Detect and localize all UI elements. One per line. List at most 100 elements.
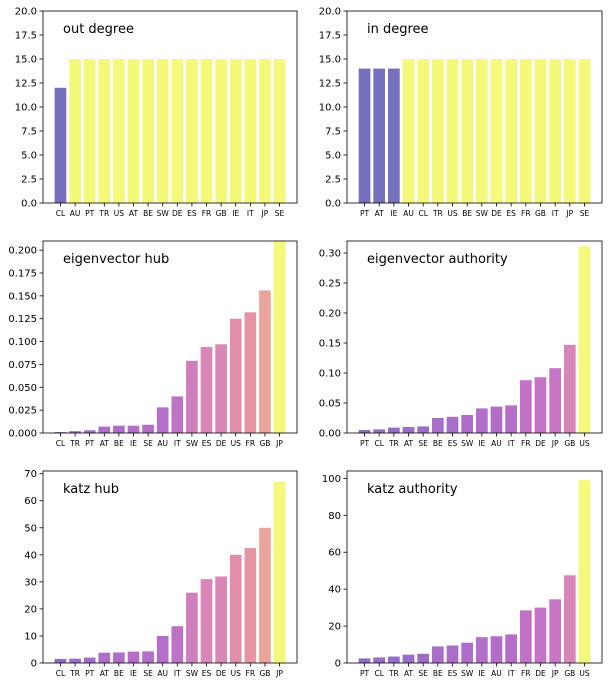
x-tick-label: IT (174, 439, 181, 448)
x-tick-label: IT (508, 439, 515, 448)
bar-tr (98, 59, 111, 203)
y-tick-label: 5.0 (325, 151, 341, 162)
bar-sw (156, 59, 169, 203)
bar-us (229, 554, 242, 663)
x-tick-label: SE (580, 209, 590, 218)
y-tick-label: 60 (24, 496, 37, 507)
x-tick-label: AU (491, 439, 502, 448)
y-tick-label: 0.075 (8, 360, 37, 371)
x-tick-label: PT (360, 669, 370, 678)
y-tick-label: 0.175 (8, 269, 37, 280)
bar-cl (54, 658, 67, 663)
chart-title: out degree (63, 22, 134, 37)
x-tick-label: PT (85, 669, 95, 678)
bar-ie (387, 68, 400, 203)
x-tick-label: AT (100, 669, 110, 678)
bar-it (505, 634, 518, 663)
bar-se (142, 424, 154, 433)
y-tick-label: 40 (24, 550, 37, 561)
x-tick-label: PT (85, 209, 95, 218)
x-tick-label: SW (461, 439, 474, 448)
x-tick-label: FR (521, 439, 531, 448)
bar-it (171, 396, 184, 433)
x-tick-label: BE (143, 209, 153, 218)
x-tick-label: BE (462, 209, 472, 218)
y-tick-label: 100 (322, 474, 341, 485)
x-tick-label: GB (564, 439, 575, 448)
x-tick-label: JP (551, 669, 559, 678)
bar-gb (215, 59, 227, 203)
bar-de (215, 344, 227, 433)
bar-us (578, 480, 591, 663)
bar-jp (549, 368, 562, 433)
y-tick-label: 20.0 (15, 7, 37, 18)
y-tick-label: 5.0 (21, 151, 37, 162)
chart-panel-1: CL AU PT TR US AT BE SW DE ES FR GB IE IT JP SE 0.0 2.5 5.… (15, 7, 298, 218)
y-tick-label: 0.200 (8, 246, 37, 257)
bar-tr (69, 431, 81, 433)
chart-panel-6: PT CL TR AT SE BE ES SW IE AU IT FR DE JP GB US 0 20 40 60 8… (322, 470, 603, 678)
x-tick-label: TR (69, 439, 80, 448)
chart-title: eigenvector authority (367, 252, 508, 267)
y-tick-label: 0.20 (319, 309, 341, 320)
x-tick-label: BE (433, 439, 443, 448)
bar-de (534, 607, 547, 663)
x-tick-label: CL (56, 209, 66, 218)
chart-title: eigenvector hub (63, 252, 169, 267)
x-tick-label: AT (129, 209, 139, 218)
bar-pt (358, 658, 371, 663)
x-tick-label: US (447, 209, 457, 218)
x-tick-label: SW (157, 209, 170, 218)
y-tick-label: 20 (24, 604, 37, 615)
bar-cl (54, 87, 67, 203)
bar-au (490, 636, 503, 663)
y-tick-label: 0.025 (8, 406, 37, 417)
x-tick-label: SW (461, 669, 474, 678)
x-tick-label: AU (70, 209, 81, 218)
y-tick-label: 0.00 (319, 429, 341, 440)
bar-fr (519, 59, 532, 203)
axes-frame (42, 240, 298, 434)
bar-ie (127, 651, 140, 663)
bar-ie (229, 59, 242, 203)
bar-fr (200, 59, 213, 203)
bar-gb (534, 59, 547, 203)
x-tick-label: FR (202, 209, 212, 218)
x-tick-label: TR (388, 439, 399, 448)
bar-be (113, 425, 125, 433)
bar-pt (83, 430, 96, 433)
x-tick-label: ES (448, 439, 458, 448)
bar-pt (83, 59, 96, 203)
y-tick-label: 12.5 (319, 79, 341, 90)
x-tick-label: ES (448, 669, 458, 678)
x-tick-label: IE (478, 669, 485, 678)
x-tick-label: AU (157, 439, 168, 448)
y-tick-label: 0.25 (319, 279, 341, 290)
bar-tr (387, 427, 400, 433)
x-tick-label: GB (259, 439, 270, 448)
x-tick-label: ES (506, 209, 516, 218)
x-tick-label: ES (202, 439, 212, 448)
bar-de (534, 377, 547, 433)
y-tick-label: 17.5 (15, 31, 37, 42)
x-tick-label: GB (216, 209, 227, 218)
y-tick-label: 15.0 (319, 55, 341, 66)
x-tick-label: JP (551, 439, 559, 448)
bar-it (505, 405, 518, 433)
y-tick-label: 0.05 (319, 399, 341, 410)
x-tick-label: IE (130, 439, 137, 448)
bar-es (200, 579, 213, 663)
y-tick-label: 0.10 (319, 369, 341, 380)
y-tick-label: 7.5 (21, 127, 37, 138)
y-tick-label: 0 (335, 659, 341, 670)
bar-cl (373, 429, 386, 433)
bar-pt (83, 657, 96, 663)
y-tick-label: 0.125 (8, 314, 37, 325)
x-tick-label: PT (85, 439, 95, 448)
bar-sw (461, 642, 474, 663)
bar-de (171, 59, 184, 203)
x-tick-label: DE (216, 439, 227, 448)
x-tick-label: BE (433, 669, 443, 678)
bar-se (273, 59, 286, 203)
